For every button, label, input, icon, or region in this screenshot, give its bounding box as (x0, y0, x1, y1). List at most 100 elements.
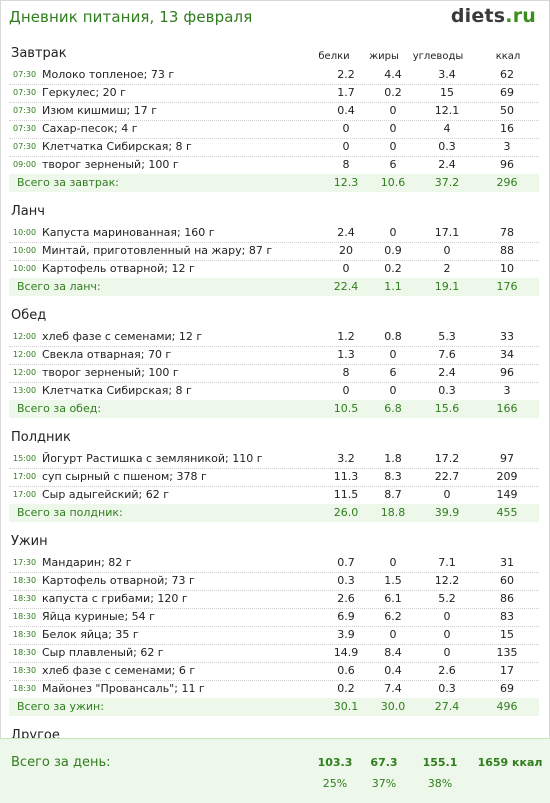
food-protein: 0 (342, 384, 350, 397)
food-kcal: 60 (500, 574, 514, 587)
meal-total-carbs: 15.6 (434, 402, 460, 415)
food-time: 12:00 (13, 332, 37, 341)
meal-total-label: Всего за ланч: (17, 280, 101, 293)
food-kcal: 34 (500, 348, 514, 361)
food-carbs: 22.7 (434, 470, 460, 483)
food-protein: 2.2 (337, 68, 355, 81)
meal-section-title: Обед (11, 308, 47, 323)
meal-section-title: Полдник (11, 430, 71, 445)
food-name: хлеб фазе с семенами; 12 г (42, 330, 203, 343)
meal-total-kcal: 176 (496, 280, 518, 293)
food-fat: 0.9 (384, 244, 402, 257)
food-row[interactable]: 07:30 Сахар-песок; 4 г 0 0 4 16 (9, 120, 539, 139)
food-row[interactable]: 12:00 хлеб фазе с семенами; 12 г 1.2 0.8 5.3… (9, 328, 539, 347)
food-row[interactable]: 12:00 творог зерненый; 100 г 8 6 2.4 96 (9, 364, 539, 383)
food-protein: 3.2 (337, 452, 355, 465)
meal-section-title: Ужин (11, 534, 48, 549)
food-protein: 14.9 (333, 646, 359, 659)
food-time: 09:00 (13, 160, 37, 169)
meal-total-fat: 10.6 (380, 176, 406, 189)
food-time: 17:30 (13, 558, 37, 567)
food-row[interactable]: 09:00 творог зерненый; 100 г 8 6 2.4 96 (9, 156, 539, 175)
food-row[interactable]: 18:30 хлеб фазе с семенами; 6 г 0.6 0.4 2.6 1… (9, 662, 539, 681)
food-row[interactable]: 07:30 Изюм кишмиш; 17 г 0.4 0 12.1 50 (9, 102, 539, 121)
day-total: Всего за день: 103.3 67.3 155.1 1659 кка… (0, 738, 550, 803)
food-name: Яйца куриные; 54 г (42, 610, 155, 623)
food-kcal: 209 (496, 470, 518, 483)
food-carbs: 12.1 (434, 104, 460, 117)
meal-total-fat: 1.1 (384, 280, 402, 293)
food-protein: 11.3 (333, 470, 359, 483)
column-header-kcal: ккал (495, 51, 521, 62)
food-name: Изюм кишмиш; 17 г (42, 104, 157, 117)
food-name: Картофель отварной; 12 г (42, 262, 195, 275)
food-protein: 3.9 (337, 628, 355, 641)
food-time: 18:30 (13, 594, 37, 603)
meal-total-kcal: 166 (496, 402, 518, 415)
food-row[interactable]: 18:30 Белок яйца; 35 г 3.9 0 0 15 (9, 626, 539, 645)
logo-main: diets (450, 5, 506, 27)
food-carbs: 0 (443, 646, 451, 659)
food-kcal: 97 (500, 452, 514, 465)
food-row[interactable]: 13:00 Клетчатка Сибирская; 8 г 0 0 0.3 3 (9, 382, 539, 401)
logo-dot: . (505, 5, 513, 27)
food-kcal: 62 (500, 68, 514, 81)
food-row[interactable]: 18:30 Картофель отварной; 73 г 0.3 1.5 12.2 6… (9, 572, 539, 591)
food-name: творог зерненый; 100 г (42, 158, 179, 171)
food-protein: 0.4 (337, 104, 355, 117)
food-protein: 11.5 (333, 488, 359, 501)
food-name: Капуста маринованная; 160 г (42, 226, 215, 239)
food-row[interactable]: 18:30 Сыр плавленый; 62 г 14.9 8.4 0 135 (9, 644, 539, 663)
food-carbs: 15 (440, 86, 454, 99)
food-row[interactable]: 12:00 Свекла отварная; 70 г 1.3 0 7.6 34 (9, 346, 539, 365)
food-carbs: 0 (443, 628, 451, 641)
day-total-carbs: 155.1 (422, 756, 458, 769)
meal-total-row: Всего за обед: 10.5 6.8 15.6 166 (9, 400, 539, 418)
food-time: 13:00 (13, 386, 37, 395)
food-row[interactable]: 07:30 Молоко топленое; 73 г 2.2 4.4 3.4 62 (9, 66, 539, 85)
food-row[interactable]: 10:00 Минтай, приготовленный на жару; 87 … (9, 242, 539, 261)
food-fat: 0 (389, 556, 397, 569)
food-time: 15:00 (13, 454, 37, 463)
meal-total-fat: 18.8 (380, 506, 406, 519)
food-time: 07:30 (13, 88, 37, 97)
food-kcal: 69 (500, 86, 514, 99)
food-name: творог зерненый; 100 г (42, 366, 179, 379)
food-row[interactable]: 17:00 суп сырный с пшеном; 378 г 11.3 8.3 22… (9, 468, 539, 487)
food-row[interactable]: 18:30 Майонез "Провансаль"; 11 г 0.2 7.4 0.3… (9, 680, 539, 699)
food-name: Мандарин; 82 г (42, 556, 132, 569)
food-row[interactable]: 07:30 Клетчатка Сибирская; 8 г 0 0 0.3 3 (9, 138, 539, 157)
food-row[interactable]: 10:00 Капуста маринованная; 160 г 2.4 0 17.1… (9, 224, 539, 243)
food-row[interactable]: 17:00 Сыр адыгейский; 62 г 11.5 8.7 0 149 (9, 486, 539, 505)
food-fat: 6.2 (384, 610, 402, 623)
food-time: 07:30 (13, 124, 37, 133)
food-protein: 8 (342, 158, 350, 171)
food-name: Сыр плавленый; 62 г (42, 646, 164, 659)
day-total-kcal: 1659 ккал (477, 756, 543, 769)
food-fat: 0.2 (384, 262, 402, 275)
food-protein: 0.7 (337, 556, 355, 569)
food-time: 10:00 (13, 246, 37, 255)
food-carbs: 17.1 (434, 226, 460, 239)
food-fat: 4.4 (384, 68, 402, 81)
food-name: Молоко топленое; 73 г (42, 68, 175, 81)
food-fat: 0 (389, 140, 397, 153)
food-fat: 6.1 (384, 592, 402, 605)
food-carbs: 12.2 (434, 574, 460, 587)
food-row[interactable]: 15:00 Йогурт Растишка с земляникой; 110 г… (9, 450, 539, 469)
food-protein: 0.3 (337, 574, 355, 587)
food-kcal: 96 (500, 158, 514, 171)
food-carbs: 2 (443, 262, 451, 275)
food-fat: 6 (389, 366, 397, 379)
site-logo[interactable]: diets.ru (451, 5, 536, 27)
food-row[interactable]: 07:30 Геркулес; 20 г 1.7 0.2 15 69 (9, 84, 539, 103)
food-kcal: 16 (500, 122, 514, 135)
day-total-fat-percent: 37% (371, 777, 397, 790)
meal-total-row: Всего за полдник: 26.0 18.8 39.9 455 (9, 504, 539, 522)
food-kcal: 83 (500, 610, 514, 623)
food-row[interactable]: 18:30 Яйца куриные; 54 г 6.9 6.2 0 83 (9, 608, 539, 627)
food-row[interactable]: 18:30 капуста с грибами; 120 г 2.6 6.1 5.2 86 (9, 590, 539, 609)
food-name: Сахар-песок; 4 г (42, 122, 138, 135)
food-row[interactable]: 10:00 Картофель отварной; 12 г 0 0.2 2 10 (9, 260, 539, 279)
food-row[interactable]: 17:30 Мандарин; 82 г 0.7 0 7.1 31 (9, 554, 539, 573)
